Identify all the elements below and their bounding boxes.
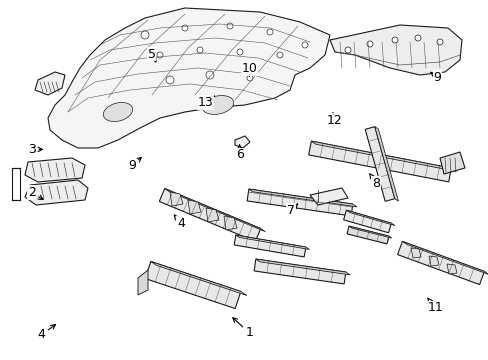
Text: 1: 1	[232, 318, 253, 339]
Polygon shape	[138, 270, 148, 295]
Polygon shape	[446, 264, 456, 274]
Text: 10: 10	[241, 62, 257, 76]
Polygon shape	[235, 235, 309, 249]
Circle shape	[237, 49, 243, 55]
Text: 5: 5	[147, 48, 156, 62]
Polygon shape	[187, 200, 201, 214]
Polygon shape	[365, 127, 394, 201]
Polygon shape	[439, 152, 464, 174]
Circle shape	[414, 35, 420, 41]
Polygon shape	[25, 158, 85, 182]
Polygon shape	[234, 235, 305, 257]
Polygon shape	[48, 8, 329, 148]
Polygon shape	[246, 189, 352, 216]
Text: 3: 3	[28, 143, 42, 156]
Circle shape	[197, 47, 203, 53]
Text: 6: 6	[235, 145, 243, 161]
Polygon shape	[170, 192, 183, 206]
Circle shape	[391, 37, 397, 43]
Polygon shape	[248, 189, 356, 207]
Text: 2: 2	[28, 186, 43, 199]
Polygon shape	[150, 261, 246, 296]
Circle shape	[205, 71, 214, 79]
Text: 11: 11	[427, 298, 442, 314]
Polygon shape	[35, 72, 65, 95]
Circle shape	[141, 31, 149, 39]
Polygon shape	[343, 210, 390, 233]
Polygon shape	[164, 189, 265, 232]
Polygon shape	[254, 259, 345, 284]
Circle shape	[266, 29, 272, 35]
Polygon shape	[311, 141, 455, 171]
Polygon shape	[397, 242, 484, 284]
Ellipse shape	[202, 96, 233, 114]
Polygon shape	[205, 208, 219, 222]
Circle shape	[366, 41, 372, 47]
Polygon shape	[410, 248, 420, 258]
Text: 9: 9	[128, 157, 141, 172]
Text: 9: 9	[430, 71, 441, 84]
Polygon shape	[159, 189, 260, 242]
Circle shape	[165, 76, 174, 84]
Circle shape	[345, 47, 350, 53]
Polygon shape	[224, 216, 237, 230]
Text: 4: 4	[38, 325, 55, 341]
Ellipse shape	[103, 103, 132, 122]
Polygon shape	[255, 259, 349, 275]
Text: 8: 8	[369, 174, 380, 190]
Polygon shape	[329, 25, 461, 75]
Circle shape	[276, 52, 283, 58]
Polygon shape	[374, 127, 398, 201]
Polygon shape	[308, 141, 450, 182]
Circle shape	[436, 39, 442, 45]
Polygon shape	[428, 256, 438, 266]
Text: 7: 7	[286, 204, 297, 217]
Circle shape	[157, 52, 163, 58]
Circle shape	[302, 42, 307, 48]
Text: 12: 12	[326, 113, 342, 127]
Text: 4: 4	[174, 215, 184, 230]
Polygon shape	[402, 242, 488, 275]
Polygon shape	[309, 188, 347, 205]
Circle shape	[226, 23, 232, 29]
Text: 13: 13	[197, 96, 214, 109]
Circle shape	[246, 75, 252, 81]
Polygon shape	[235, 136, 249, 148]
Polygon shape	[348, 226, 391, 238]
Polygon shape	[346, 226, 388, 244]
Polygon shape	[346, 210, 394, 226]
Polygon shape	[25, 180, 88, 205]
Polygon shape	[145, 261, 241, 309]
Circle shape	[182, 25, 187, 31]
